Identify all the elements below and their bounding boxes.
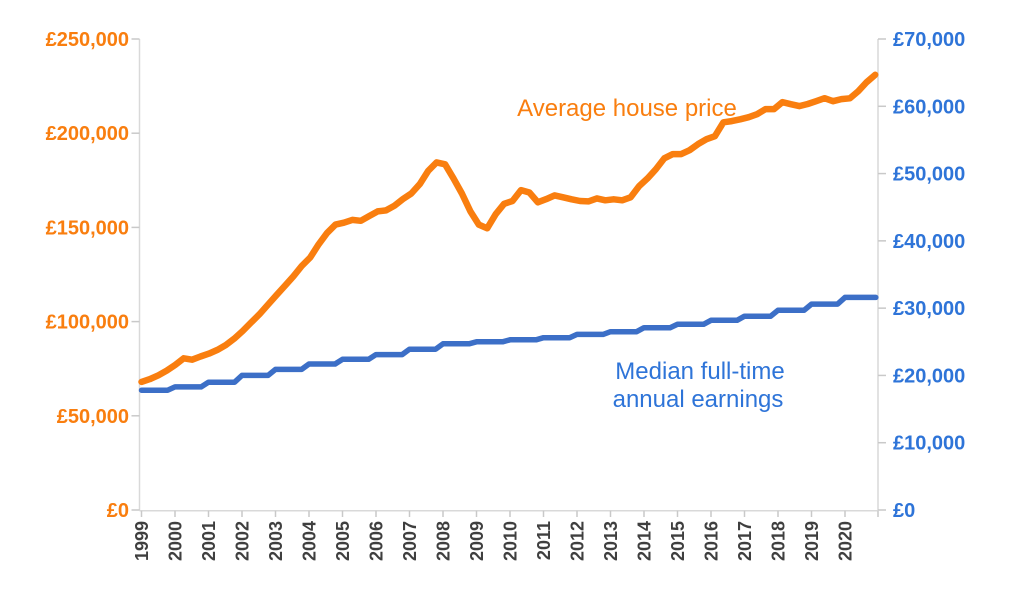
x-axis-tick-label: 2002 [233, 521, 253, 561]
x-axis-tick-label: 2012 [568, 521, 588, 561]
x-axis-tick-label: 2009 [467, 521, 487, 561]
left-axis-tick-label: £200,000 [46, 123, 129, 145]
x-axis-labels: 1999 2000 2001 2002 2003 2004 2005 2006 2007 2008… [132, 521, 856, 561]
x-axis-tick-label: 2019 [802, 521, 822, 561]
right-axis-tick-label: £50,000 [893, 164, 965, 186]
x-axis-tick-label: 2006 [367, 521, 387, 561]
x-axis-tick-label: 2004 [300, 521, 320, 561]
x-axis-tick-label: 2000 [166, 521, 186, 561]
left-axis-tick-label: £0 [107, 500, 129, 522]
x-axis-tick-label: 2010 [501, 521, 521, 561]
right-axis-tick-label: £0 [893, 500, 915, 522]
x-axis-tick-label: 2008 [434, 521, 454, 561]
x-axis-tick-label: 2001 [199, 521, 219, 561]
x-axis-tick-label: 2020 [836, 521, 856, 561]
x-axis-tick-label: 2005 [333, 521, 353, 561]
right-axis-tick-label: £40,000 [893, 231, 965, 253]
x-axis-tick-label: 2015 [668, 521, 688, 561]
x-axis-tick-label: 2007 [400, 521, 420, 561]
right-axis-tick-label: £20,000 [893, 365, 965, 387]
left-axis-tick-label: £50,000 [57, 406, 129, 428]
series-label-earnings-line1: Median full-time [615, 358, 784, 385]
right-axis-labels: £0 £10,000 £20,000 £30,000 £40,000 £50,000 £60… [893, 29, 965, 522]
house-price-line [138, 71, 879, 386]
left-axis-tick-label: £250,000 [46, 29, 129, 51]
left-axis-tick-label: £150,000 [46, 217, 129, 239]
left-axis-tick-label: £100,000 [46, 312, 129, 334]
right-axis-tick-label: £10,000 [893, 433, 965, 455]
x-axis-tick-label: 2013 [601, 521, 621, 561]
right-axis-tick-label: £60,000 [893, 96, 965, 118]
series-label-earnings-line2: annual earnings [613, 386, 784, 413]
x-axis-tick-label: 2003 [266, 521, 286, 561]
axis-lines [138, 39, 879, 512]
x-axis-tick-label: 1999 [132, 521, 152, 561]
right-axis-tick-label: £30,000 [893, 298, 965, 320]
x-axis-tick-label: 2016 [702, 521, 722, 561]
right-axis-tick-label: £70,000 [893, 29, 965, 51]
x-axis-tick-label: 2018 [769, 521, 789, 561]
left-axis-labels: £0 £50,000 £100,000 £150,000 £200,000 £250,00… [46, 29, 129, 522]
x-axis-tick-label: 2017 [735, 521, 755, 561]
x-axis-tick-label: 2014 [635, 521, 655, 561]
series-label-house-price: Average house price [517, 95, 737, 122]
earnings-line [138, 294, 879, 393]
x-axis-tick-label: 2011 [534, 521, 554, 560]
axis-tick-marks [131, 38, 886, 517]
